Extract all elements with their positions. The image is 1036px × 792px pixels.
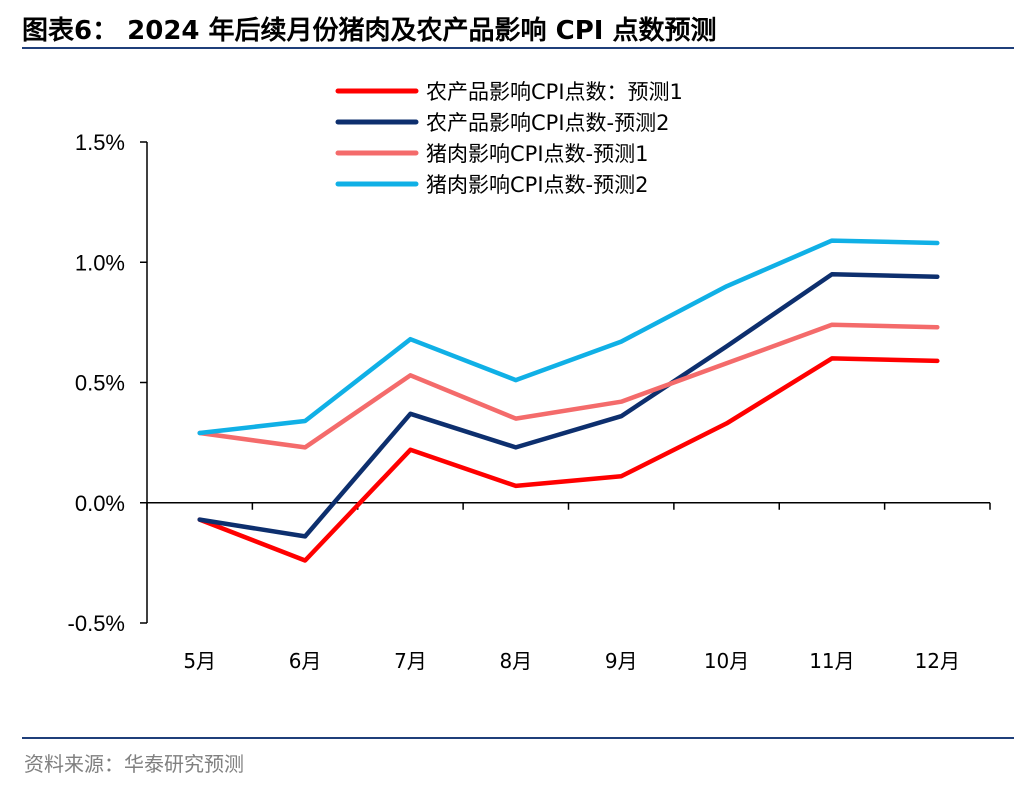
x-tick-label: 7月 [394,649,427,673]
x-tick-label: 9月 [605,649,638,673]
x-tick-label: 5月 [183,649,216,673]
header-rule [22,47,1014,49]
chart-series [197,238,940,563]
x-tick-label: 10月 [704,649,749,673]
y-tick-label: -0.5% [68,611,125,636]
footer-rule [22,737,1014,739]
x-tick-label: 12月 [915,649,960,673]
chart-axes: -0.5% 0.0% 0.5% 1.0% 1.5% 5月 6月 7月 8月 9月 10月 11月 12月 [68,130,991,673]
x-tick-label: 8月 [499,649,532,673]
y-tick-label: 1.5% [75,130,125,155]
source-note: 资料来源：华泰研究预测 [24,752,244,776]
series-line-4 [197,238,940,436]
legend-label-3: 猪肉影响CPI点数-预测1 [426,142,648,166]
legend-label-2: 农产品影响CPI点数-预测2 [426,111,669,135]
legend-label-4: 猪肉影响CPI点数-预测2 [426,173,648,197]
legend-label-1: 农产品影响CPI点数：预测1 [426,80,683,104]
series-line-2 [197,272,940,539]
y-tick-label: 0.0% [75,491,125,516]
chart-title: 图表6： 2024 年后续月份猪肉及农产品影响 CPI 点数预测 [22,16,717,46]
chart-legend: 农产品影响CPI点数：预测1 农产品影响CPI点数-预测2 猪肉影响CPI点数-预测… [335,80,683,197]
x-tick-label: 11月 [809,649,854,673]
x-tick-label: 6月 [289,649,322,673]
series-line-1 [197,356,940,563]
y-tick-label: 0.5% [75,371,125,396]
y-tick-label: 1.0% [75,250,125,275]
series-line-3 [197,322,940,450]
